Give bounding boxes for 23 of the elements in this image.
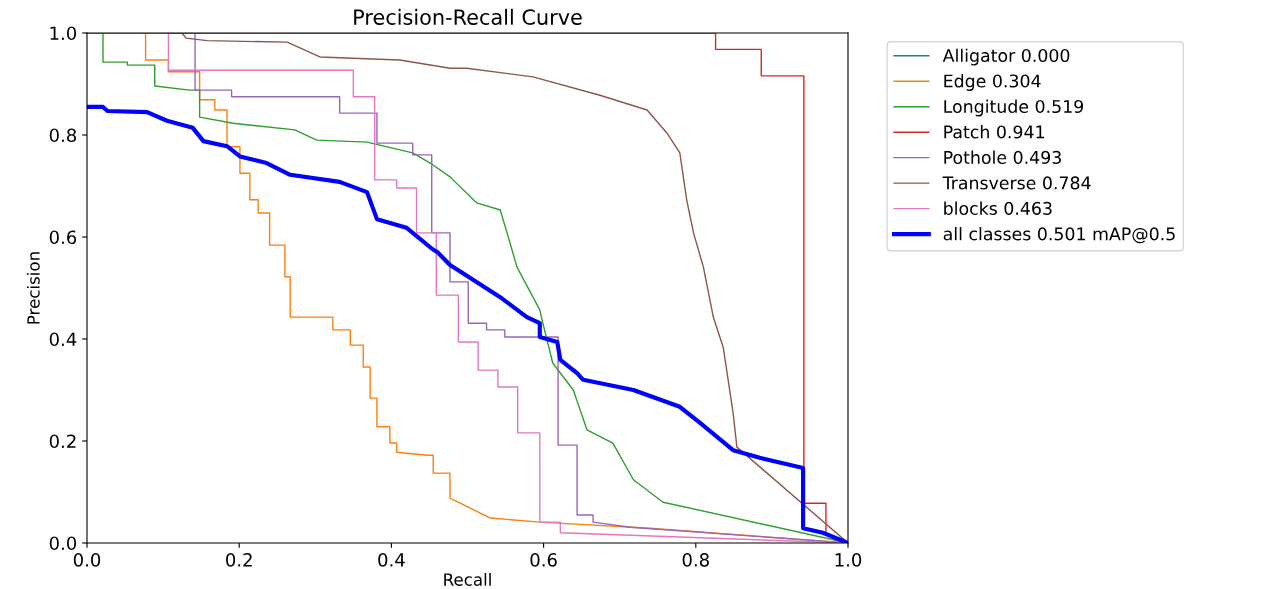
y-tick-label: 0.8 bbox=[49, 128, 77, 143]
legend-label: Longitude 0.519 bbox=[944, 99, 1084, 117]
x-tick-label: 0.8 bbox=[682, 553, 709, 567]
y-tick-label: 0.2 bbox=[49, 434, 76, 449]
legend-label: Patch 0.941 bbox=[944, 125, 1044, 139]
y-tick-label: 0.6 bbox=[49, 230, 77, 245]
x-tick-label: 0.6 bbox=[530, 553, 557, 567]
chart-title: Precision-Recall Curve bbox=[354, 8, 582, 25]
x-tick-label: 1.0 bbox=[835, 553, 862, 567]
y-axis-title: Precision bbox=[26, 252, 40, 324]
legend-label: Alligator 0.000 bbox=[942, 48, 1070, 66]
y-tick-label: 0.0 bbox=[49, 536, 77, 551]
x-axis-title: Recall bbox=[444, 572, 491, 586]
x-tick-label: 0.2 bbox=[226, 553, 252, 567]
y-tick-label: 0.4 bbox=[49, 332, 77, 347]
legend-label: Pothole 0.493 bbox=[944, 150, 1061, 164]
legend-label: Transverse 0.784 bbox=[942, 176, 1091, 190]
legend-label: all classes 0.501 mAP@0.5 bbox=[943, 227, 1175, 244]
x-tick-label: 0.4 bbox=[378, 553, 405, 567]
x-tick-label: 0.0 bbox=[73, 553, 101, 567]
legend-label: Edge 0.304 bbox=[944, 74, 1041, 91]
y-tick-label: 1.0 bbox=[50, 26, 77, 41]
legend-label: blocks 0.463 bbox=[944, 201, 1052, 215]
